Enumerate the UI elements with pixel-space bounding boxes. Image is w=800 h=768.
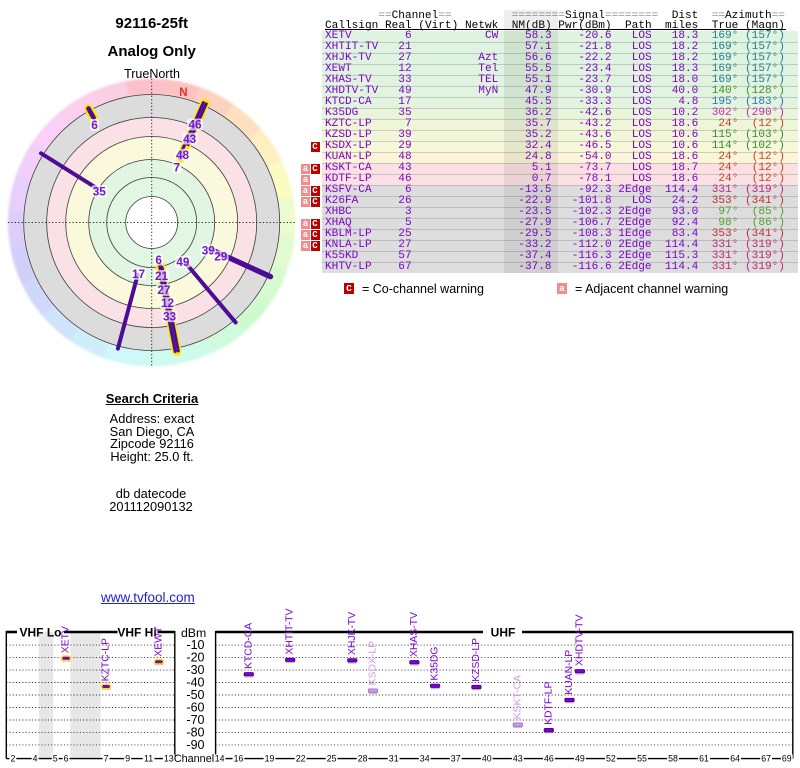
svg-text:KZSD-LP: KZSD-LP (471, 638, 482, 682)
svg-text:XHDTV-TV: XHDTV-TV (574, 615, 585, 666)
svg-text:6: 6 (91, 118, 98, 132)
svg-text:29: 29 (214, 250, 228, 264)
svg-text:12: 12 (161, 296, 175, 310)
svg-text:58: 58 (668, 754, 678, 764)
svg-text:XHTIT-TV: XHTIT-TV (285, 608, 296, 654)
svg-text:5: 5 (53, 754, 58, 764)
svg-text:33: 33 (163, 309, 177, 323)
svg-text:KUAN-LP: KUAN-LP (564, 650, 575, 695)
svg-text:KZTC-LP: KZTC-LP (101, 638, 112, 681)
svg-text:UHF: UHF (491, 625, 516, 639)
svg-text:-50: -50 (186, 688, 204, 702)
svg-text:39: 39 (202, 244, 216, 258)
svg-text:21: 21 (155, 269, 169, 283)
svg-text:VHF Hi: VHF Hi (117, 625, 156, 639)
svg-text:49: 49 (176, 255, 190, 269)
svg-text:55: 55 (637, 754, 647, 764)
svg-text:XEWT: XEWT (153, 626, 164, 657)
svg-text:31: 31 (389, 754, 399, 764)
svg-text:69: 69 (782, 754, 792, 764)
svg-text:Channel: Channel (174, 753, 214, 765)
svg-text:7: 7 (104, 754, 109, 764)
svg-text:2: 2 (10, 754, 15, 764)
svg-text:37: 37 (451, 754, 461, 764)
svg-text:49: 49 (575, 754, 585, 764)
svg-text:61: 61 (699, 754, 709, 764)
svg-text:-10: -10 (186, 638, 204, 652)
svg-text:-20: -20 (186, 651, 204, 665)
svg-text:52: 52 (606, 754, 616, 764)
svg-text:-60: -60 (186, 701, 204, 715)
svg-text:43: 43 (513, 754, 523, 764)
svg-text:KSKT-CA: KSKT-CA (512, 675, 523, 720)
svg-text:dBm: dBm (181, 626, 206, 640)
svg-text:6: 6 (64, 754, 69, 764)
svg-text:46: 46 (188, 118, 202, 132)
svg-text:K35DG: K35DG (430, 647, 441, 681)
svg-text:9: 9 (125, 754, 130, 764)
svg-text:28: 28 (358, 754, 368, 764)
svg-text:14: 14 (215, 754, 225, 764)
svg-text:-40: -40 (186, 676, 204, 690)
svg-text:KSDX-LP: KSDX-LP (368, 641, 379, 686)
svg-text:XHAS-TV: XHAS-TV (409, 612, 420, 657)
svg-text:-70: -70 (186, 713, 204, 727)
svg-text:25: 25 (327, 754, 337, 764)
svg-text:4: 4 (33, 754, 38, 764)
svg-text:17: 17 (132, 267, 146, 281)
svg-text:67: 67 (761, 754, 771, 764)
svg-text:13: 13 (164, 754, 174, 764)
svg-text:6: 6 (155, 253, 162, 267)
svg-text:22: 22 (296, 754, 306, 764)
svg-text:48: 48 (176, 148, 190, 162)
svg-text:35: 35 (93, 184, 107, 198)
svg-text:34: 34 (420, 754, 430, 764)
svg-text:-90: -90 (186, 738, 204, 752)
svg-text:7: 7 (174, 161, 181, 175)
svg-text:27: 27 (157, 283, 171, 297)
svg-text:43: 43 (183, 132, 197, 146)
svg-text:16: 16 (234, 754, 244, 764)
svg-text:19: 19 (265, 754, 275, 764)
svg-text:XETV: XETV (61, 626, 72, 653)
svg-text:64: 64 (730, 754, 740, 764)
svg-text:46: 46 (544, 754, 554, 764)
svg-text:KDTF-LP: KDTF-LP (543, 682, 554, 725)
svg-text:40: 40 (482, 754, 492, 764)
svg-text:KTCD-CA: KTCD-CA (243, 623, 254, 669)
svg-text:-30: -30 (186, 663, 204, 677)
svg-text:N: N (179, 87, 187, 99)
svg-text:XHJK-TV: XHJK-TV (347, 612, 358, 655)
svg-text:11: 11 (144, 754, 153, 764)
svg-text:VHF Lo: VHF Lo (20, 625, 62, 639)
svg-text:-80: -80 (186, 725, 204, 739)
